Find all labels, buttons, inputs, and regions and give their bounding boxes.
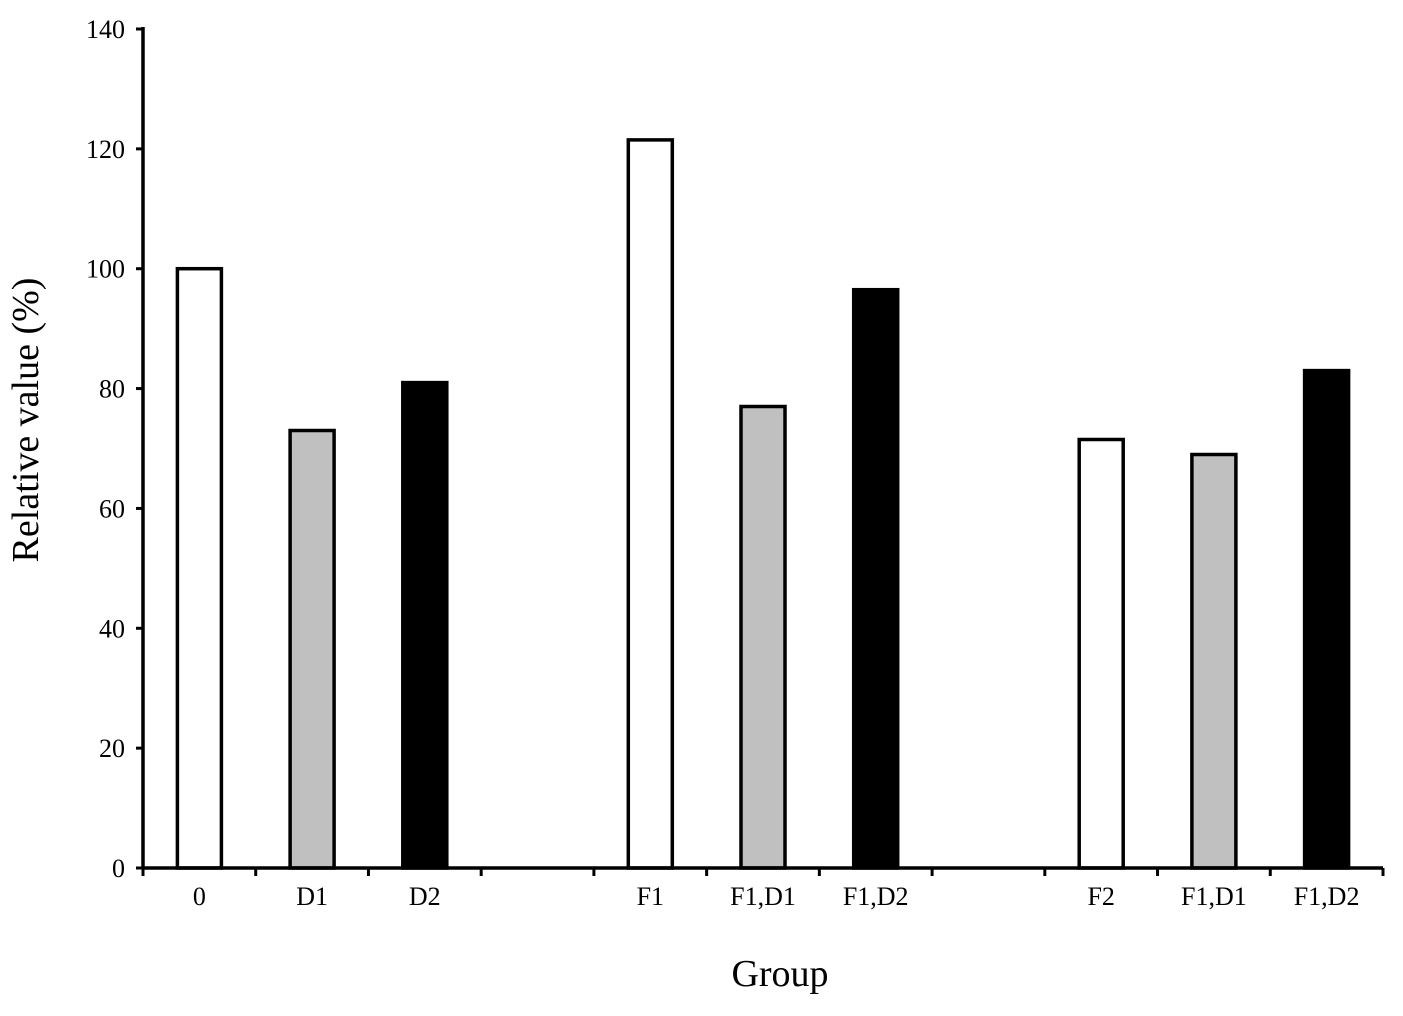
bar-f1-d1-9 (1190, 452, 1238, 870)
x-tick-label-0: 0 (193, 882, 206, 911)
x-tick-label-10: F1,D2 (1294, 882, 1360, 911)
y-tick-label-40: 40 (99, 614, 125, 643)
y-tick-label-0: 0 (112, 854, 125, 883)
x-tick-label-9: F1,D1 (1181, 882, 1247, 911)
bar-d1-1 (288, 428, 336, 870)
y-tick-label-20: 20 (99, 734, 125, 763)
bar-f2-8 (1077, 437, 1125, 870)
y-tick-label-120: 120 (86, 135, 125, 164)
bar-f1-d2-6 (851, 287, 900, 870)
y-tick-label-140: 140 (86, 15, 125, 44)
y-tick-label-100: 100 (86, 255, 125, 284)
bar-0-0 (175, 266, 224, 870)
x-axis-title: Group (731, 953, 828, 995)
bar-f1-d2-10 (1302, 368, 1351, 870)
x-tick-label-5: F1,D1 (730, 882, 796, 911)
bar-f1-d1-5 (739, 404, 787, 870)
x-tick-label-1: D1 (296, 882, 328, 911)
x-tick-label-8: F2 (1087, 882, 1114, 911)
y-tick-label-80: 80 (99, 375, 125, 404)
x-tick-label-6: F1,D2 (843, 882, 909, 911)
axes-layer (136, 27, 1385, 876)
bars-layer (175, 138, 1351, 870)
y-tick-label-60: 60 (99, 494, 125, 523)
bar-d2-2 (401, 380, 449, 870)
bar-f1-4 (626, 138, 675, 870)
x-tick-label-4: F1 (637, 882, 664, 911)
x-tick-label-2: D2 (409, 882, 441, 911)
labels-layer: 0 20 40 60 80 100 120 140 0 D1 D2 F1 F1,D1 F1,D2 F2 F1,… (86, 15, 1359, 911)
y-axis-title: Relative value (%) (5, 278, 47, 563)
